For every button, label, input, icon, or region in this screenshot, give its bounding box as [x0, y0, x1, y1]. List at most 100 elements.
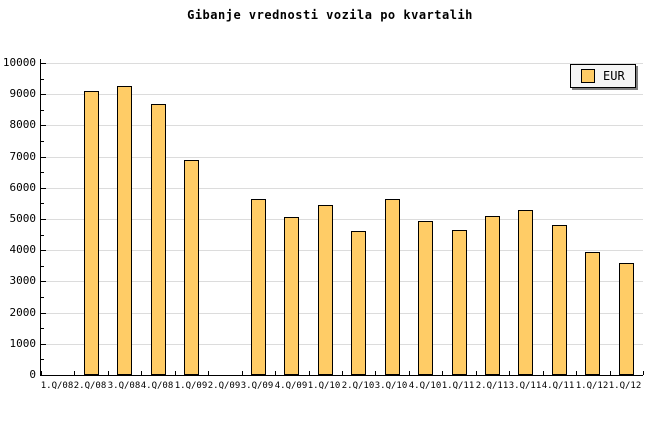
x-tick-label: 1.Q/11	[441, 381, 475, 391]
x-tick	[476, 371, 477, 375]
x-tick-label: 2.Q/09	[207, 381, 241, 391]
y-minor-tick	[41, 203, 44, 204]
x-tick	[409, 371, 410, 375]
x-tick-label: 2.Q/08	[73, 381, 107, 391]
bar	[151, 104, 166, 375]
x-tick	[375, 371, 376, 375]
bar	[485, 216, 500, 375]
gridline	[41, 94, 643, 95]
bar	[518, 210, 533, 375]
x-tick-label: 1.Q/12	[575, 381, 609, 391]
y-tick-label: 4000	[9, 243, 37, 256]
x-tick	[74, 371, 75, 375]
legend-swatch-icon	[581, 69, 595, 83]
x-tick-label: 4.Q/10	[408, 381, 442, 391]
x-tick	[242, 371, 243, 375]
x-tick-label: 2.Q/10	[341, 381, 375, 391]
y-major-tick	[41, 63, 46, 64]
y-tick-label: 3000	[9, 274, 37, 287]
x-tick-label: 3.Q/09	[240, 381, 274, 391]
x-tick-label: 2.Q/11	[475, 381, 509, 391]
y-minor-tick	[41, 359, 44, 360]
x-tick	[610, 371, 611, 375]
y-major-tick	[41, 188, 46, 189]
bar	[619, 263, 634, 375]
gridline	[41, 281, 643, 282]
gridline	[41, 188, 643, 189]
x-tick	[175, 371, 176, 375]
gridline	[41, 313, 643, 314]
x-tick-label: 4.Q/09	[274, 381, 308, 391]
y-tick-label: 2000	[9, 306, 37, 319]
y-major-tick	[41, 313, 46, 314]
y-minor-tick	[41, 79, 44, 80]
x-tick	[275, 371, 276, 375]
y-minor-tick	[41, 110, 44, 111]
x-tick	[41, 371, 42, 375]
y-minor-tick	[41, 328, 44, 329]
y-minor-tick	[41, 297, 44, 298]
y-major-tick	[41, 157, 46, 158]
y-minor-tick	[41, 266, 44, 267]
bar	[251, 199, 266, 375]
y-major-tick	[41, 94, 46, 95]
x-tick	[576, 371, 577, 375]
legend-label: EUR	[603, 69, 625, 83]
x-tick	[543, 371, 544, 375]
y-tick-label: 9000	[9, 87, 37, 100]
y-major-tick	[41, 219, 46, 220]
x-tick-label: 3.Q/10	[374, 381, 408, 391]
y-tick-label: 7000	[9, 150, 37, 163]
x-tick-label: 4.Q/11	[541, 381, 575, 391]
bar	[84, 91, 99, 375]
y-major-tick	[41, 250, 46, 251]
y-tick-label: 10000	[2, 56, 36, 69]
y-tick-label: 6000	[9, 181, 37, 194]
y-tick-label: 0	[29, 368, 36, 381]
y-major-tick	[41, 281, 46, 282]
x-tick	[108, 371, 109, 375]
y-tick-label: 5000	[9, 212, 37, 225]
x-tick	[342, 371, 343, 375]
bar	[385, 199, 400, 375]
x-tick-label: 3.Q/08	[107, 381, 141, 391]
x-tick	[141, 371, 142, 375]
bar	[585, 252, 600, 375]
x-tick	[309, 371, 310, 375]
y-tick-label: 1000	[9, 337, 37, 350]
y-tick-label: 8000	[9, 118, 37, 131]
x-tick	[509, 371, 510, 375]
y-major-tick	[41, 375, 46, 376]
x-tick-label: 1.Q/10	[307, 381, 341, 391]
x-tick	[208, 371, 209, 375]
legend: EUR	[570, 64, 636, 88]
bar	[452, 230, 467, 375]
plot-area	[40, 59, 644, 376]
x-tick	[442, 371, 443, 375]
gridline	[41, 250, 643, 251]
y-major-tick	[41, 125, 46, 126]
gridline	[41, 344, 643, 345]
y-minor-tick	[41, 172, 44, 173]
x-tick	[643, 371, 644, 375]
y-major-tick	[41, 344, 46, 345]
gridline	[41, 63, 643, 64]
gridline	[41, 157, 643, 158]
bar	[552, 225, 567, 375]
bar	[418, 221, 433, 375]
x-tick-label: 3.Q/11	[508, 381, 542, 391]
gridline	[41, 125, 643, 126]
bar	[284, 217, 299, 375]
x-tick-label: 1.Q/09	[174, 381, 208, 391]
x-tick-label: 4.Q/08	[140, 381, 174, 391]
bar	[318, 205, 333, 375]
x-tick-label: 1.Q/08	[40, 381, 74, 391]
y-minor-tick	[41, 141, 44, 142]
y-minor-tick	[41, 235, 44, 236]
bar	[351, 231, 366, 375]
bar	[184, 160, 199, 375]
x-tick-label: 1.Q/12	[608, 381, 642, 391]
gridline	[41, 219, 643, 220]
bar	[117, 86, 132, 375]
